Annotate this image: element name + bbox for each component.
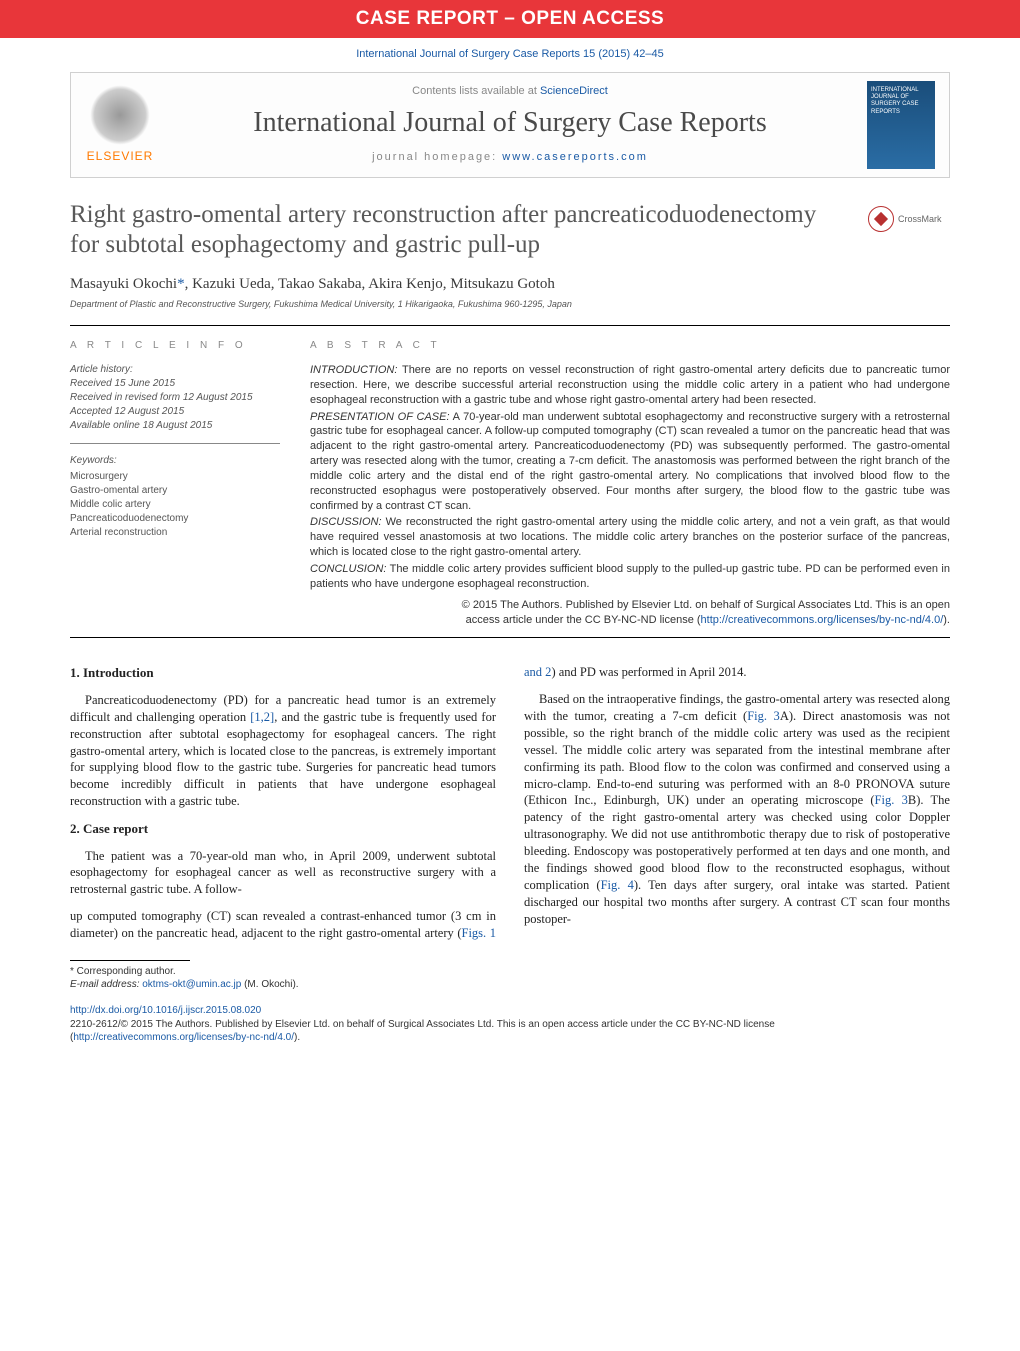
email-suffix: (M. Okochi). xyxy=(241,979,298,990)
affiliation: Department of Plastic and Reconstructive… xyxy=(70,299,950,309)
footnotes: * Corresponding author. E-mail address: … xyxy=(70,965,950,991)
journal-cover-thumbnail: INTERNATIONAL JOURNAL OF SURGERY CASE RE… xyxy=(867,81,935,169)
crossmark-badge[interactable]: CrossMark xyxy=(868,204,950,234)
authors-rest: , Kazuki Ueda, Takao Sakaba, Akira Kenjo… xyxy=(185,276,555,292)
abs-intro-hd: INTRODUCTION: xyxy=(310,364,397,376)
footer-cc-link[interactable]: http://creativecommons.org/licenses/by-n… xyxy=(73,1032,294,1043)
body-paragraph: Based on the intraoperative findings, th… xyxy=(524,691,950,927)
revised-date: Received in revised form 12 August 2015 xyxy=(70,392,253,403)
abs-disc-hd: DISCUSSION: xyxy=(310,516,382,528)
keyword: Gastro-omental artery xyxy=(70,485,167,496)
accepted-date: Accepted 12 August 2015 xyxy=(70,406,184,417)
crossmark-icon xyxy=(868,206,894,232)
keywords-block: Keywords: Microsurgery Gastro-omental ar… xyxy=(70,454,280,540)
corresponding-author-note: * Corresponding author. xyxy=(70,965,950,978)
crossmark-label: CrossMark xyxy=(898,214,942,224)
article-info-label: a r t i c l e i n f o xyxy=(70,340,280,351)
elsevier-logo: ELSEVIER xyxy=(85,85,155,165)
received-date: Received 15 June 2015 xyxy=(70,378,175,389)
abs-disc: We reconstructed the right gastro-omenta… xyxy=(310,516,950,558)
abstract-column: a b s t r a c t INTRODUCTION: There are … xyxy=(310,340,950,627)
email-label: E-mail address: xyxy=(70,979,142,990)
keywords-heading: Keywords: xyxy=(70,454,280,468)
cc-license-link[interactable]: http://creativecommons.org/licenses/by-n… xyxy=(701,614,944,626)
elsevier-label: ELSEVIER xyxy=(85,149,155,163)
contents-available-line: Contents lists available at ScienceDirec… xyxy=(191,85,829,97)
divider-mid xyxy=(70,637,950,638)
email-link[interactable]: oktms-okt@umin.ac.jp xyxy=(142,979,241,990)
banner-text: CASE REPORT – OPEN ACCESS xyxy=(356,8,664,29)
license-text-b: ). xyxy=(294,1032,300,1043)
homepage-prefix: journal homepage: xyxy=(372,151,502,163)
footnote-separator xyxy=(70,960,190,961)
journal-title: International Journal of Surgery Case Re… xyxy=(191,107,829,139)
info-abstract-row: a r t i c l e i n f o Article history: R… xyxy=(70,340,950,627)
doi-link[interactable]: http://dx.doi.org/10.1016/j.ijscr.2015.0… xyxy=(70,1005,261,1016)
fig-link[interactable]: Fig. 3 xyxy=(875,793,908,807)
journal-header-box: ELSEVIER INTERNATIONAL JOURNAL OF SURGER… xyxy=(70,72,950,178)
article-history: Article history: Received 15 June 2015 R… xyxy=(70,363,280,444)
abs-intro: There are no reports on vessel reconstru… xyxy=(310,364,950,406)
copyright-close: ). xyxy=(943,614,950,626)
corresponding-mark: * xyxy=(177,276,185,292)
keyword: Middle colic artery xyxy=(70,499,151,510)
elsevier-tree-icon xyxy=(90,85,150,145)
fig-link[interactable]: Fig. 3 xyxy=(747,709,780,723)
footer-license: 2210-2612/© 2015 The Authors. Published … xyxy=(70,1018,950,1044)
copyright-line1: © 2015 The Authors. Published by Elsevie… xyxy=(462,599,950,611)
article-info-column: a r t i c l e i n f o Article history: R… xyxy=(70,340,280,627)
citation-line: International Journal of Surgery Case Re… xyxy=(0,38,1020,66)
body-paragraph: The patient was a 70-year-old man who, i… xyxy=(70,848,496,899)
journal-homepage-line: journal homepage: www.casereports.com xyxy=(191,151,829,163)
body-paragraph: Pancreaticoduodenectomy (PD) for a pancr… xyxy=(70,692,496,810)
divider-top xyxy=(70,325,950,326)
copyright-line2: access article under the CC BY-NC-ND lic… xyxy=(466,614,701,626)
keyword: Pancreaticoduodenectomy xyxy=(70,513,188,524)
abs-conc-hd: CONCLUSION: xyxy=(310,563,386,575)
authors-line: Masayuki Okochi*, Kazuki Ueda, Takao Sak… xyxy=(70,276,950,293)
online-date: Available online 18 August 2015 xyxy=(70,420,212,431)
contents-prefix: Contents lists available at xyxy=(412,85,540,97)
citation-text: International Journal of Surgery Case Re… xyxy=(356,48,664,60)
history-heading: Article history: xyxy=(70,364,133,375)
cover-text: INTERNATIONAL JOURNAL OF SURGERY CASE RE… xyxy=(871,87,931,116)
email-line: E-mail address: oktms-okt@umin.ac.jp (M.… xyxy=(70,978,950,991)
section-heading-case: 2. Case report xyxy=(70,820,496,838)
abstract-text: INTRODUCTION: There are no reports on ve… xyxy=(310,363,950,627)
keyword: Arterial reconstruction xyxy=(70,527,167,538)
homepage-link[interactable]: www.casereports.com xyxy=(502,151,648,163)
abs-case: A 70-year-old man underwent subtotal eso… xyxy=(310,411,950,512)
section-heading-intro: 1. Introduction xyxy=(70,664,496,682)
ref-link[interactable]: [1,2] xyxy=(250,710,274,724)
article-title: Right gastro-omental artery reconstructi… xyxy=(70,200,950,260)
abs-case-hd: PRESENTATION OF CASE: xyxy=(310,411,450,423)
abs-conc: The middle colic artery provides suffici… xyxy=(310,563,950,590)
open-access-banner: CASE REPORT – OPEN ACCESS xyxy=(0,0,1020,38)
keyword: Microsurgery xyxy=(70,471,128,482)
title-section: Right gastro-omental artery reconstructi… xyxy=(70,200,950,260)
abstract-label: a b s t r a c t xyxy=(310,340,950,351)
sciencedirect-link[interactable]: ScienceDirect xyxy=(540,85,608,97)
body-two-columns: 1. Introduction Pancreaticoduodenectomy … xyxy=(70,664,950,942)
fig-link[interactable]: Fig. 4 xyxy=(601,878,634,892)
abstract-copyright: © 2015 The Authors. Published by Elsevie… xyxy=(310,598,950,628)
author-first: Masayuki Okochi xyxy=(70,276,177,292)
doi-line: http://dx.doi.org/10.1016/j.ijscr.2015.0… xyxy=(70,1005,950,1016)
